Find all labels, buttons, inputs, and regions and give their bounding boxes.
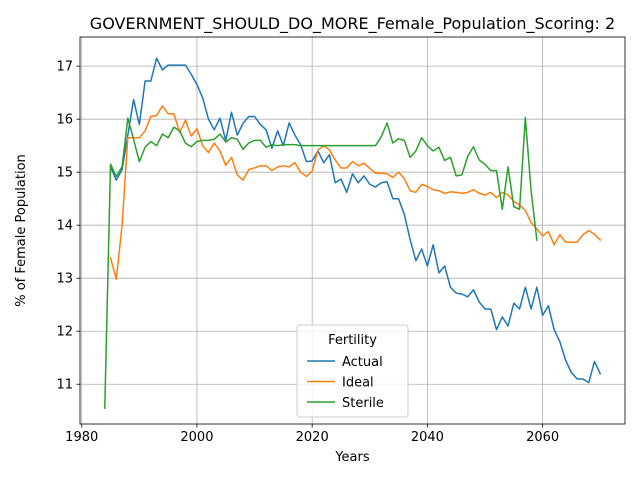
y-axis-label: % of Female Population bbox=[14, 154, 29, 307]
legend-entries: Actual Ideal Sterile bbox=[307, 355, 384, 411]
chart-title: GOVERNMENT_SHOULD_DO_MORE_Female_Populat… bbox=[90, 14, 615, 34]
x-tick-label: 1980 bbox=[65, 430, 98, 445]
x-tick-label: 2000 bbox=[180, 430, 213, 445]
y-tick-label: 16 bbox=[56, 113, 73, 128]
grid-lines bbox=[80, 37, 625, 424]
x-tick-label: 2020 bbox=[296, 430, 329, 445]
legend-label-sterile: Sterile bbox=[342, 396, 384, 411]
legend: Fertility Actual Ideal Sterile bbox=[296, 324, 409, 418]
legend-box bbox=[296, 324, 409, 418]
series-lines bbox=[104, 57, 602, 409]
axis-ticks: 1980 2000 2020 2040 2060 11 12 13 14 15 16 17 bbox=[56, 60, 559, 445]
legend-label-actual: Actual bbox=[342, 355, 383, 370]
y-tick-label: 11 bbox=[56, 378, 73, 393]
legend-label-ideal: Ideal bbox=[342, 376, 374, 391]
series-line-sterile bbox=[104, 116, 538, 409]
y-tick-label: 12 bbox=[56, 325, 73, 340]
y-tick-label: 13 bbox=[56, 272, 73, 287]
x-axis-label: Years bbox=[334, 450, 370, 465]
x-tick-label: 2040 bbox=[411, 430, 444, 445]
x-tick-label: 2060 bbox=[526, 430, 559, 445]
legend-title: Fertility bbox=[328, 333, 377, 348]
series-line-actual bbox=[109, 57, 602, 384]
series-line-ideal bbox=[109, 105, 602, 281]
plot-frame bbox=[79, 36, 626, 425]
y-tick-label: 17 bbox=[56, 60, 73, 75]
y-tick-label: 15 bbox=[56, 166, 73, 181]
y-tick-label: 14 bbox=[56, 219, 73, 234]
